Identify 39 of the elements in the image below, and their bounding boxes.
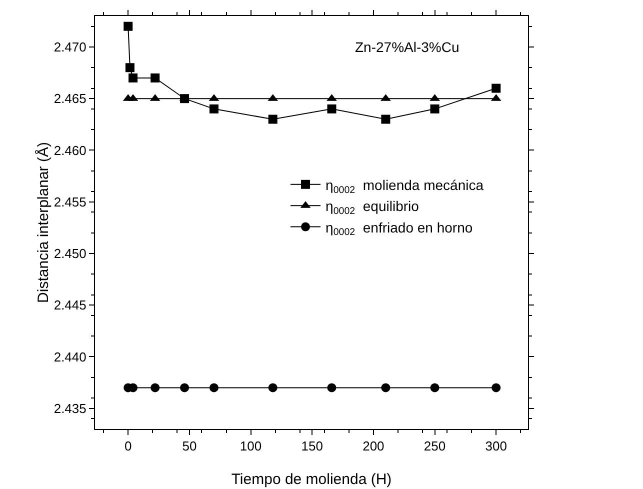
point: [125, 63, 134, 72]
point: [128, 73, 138, 82]
legend-label: η$_{0002}$ enfriado en horno: [326, 219, 473, 238]
point: [268, 383, 278, 392]
point: [180, 383, 190, 392]
x-tick-label: 300: [485, 438, 507, 454]
y-tick-label: 2.465: [54, 91, 86, 106]
x-tick-label: 150: [301, 438, 323, 454]
point: [209, 104, 218, 114]
x-tick-label: 100: [240, 438, 262, 454]
point: [327, 383, 336, 392]
point: [381, 114, 390, 124]
point: [150, 73, 160, 82]
point: [209, 383, 218, 392]
y-axis-title: Distancia interplanar (Å): [34, 142, 52, 303]
x-axis-title: Tiempo de molienda (H): [231, 471, 392, 488]
y-tick-label: 2.445: [54, 298, 86, 313]
annotation: Zn-27%Al-3%Cu: [355, 39, 460, 55]
point: [430, 104, 440, 114]
y-tick-label: 2.455: [54, 194, 86, 210]
point: [492, 383, 501, 392]
y-tick-label: 2.460: [54, 142, 86, 158]
x-tick-label: 200: [362, 438, 384, 454]
y-tick-label: 2.470: [54, 40, 86, 55]
legend-label: η$_{0002}$ molienda mecánica: [326, 176, 484, 196]
x-tick-label: 50: [182, 438, 197, 454]
point: [327, 104, 336, 114]
y-tick-label: 2.450: [54, 246, 86, 262]
point: [430, 383, 440, 392]
x-tick-label: 250: [424, 438, 446, 454]
y-tick-label: 2.440: [54, 349, 86, 364]
point: [124, 22, 133, 31]
legend-label: η$_{0002}$ equilibrio: [326, 198, 420, 218]
point: [268, 114, 278, 124]
point: [381, 383, 390, 392]
point: [492, 84, 501, 93]
y-tick-label: 2.435: [54, 400, 86, 416]
point: [150, 383, 160, 392]
x-tick-label: 0: [124, 438, 132, 454]
